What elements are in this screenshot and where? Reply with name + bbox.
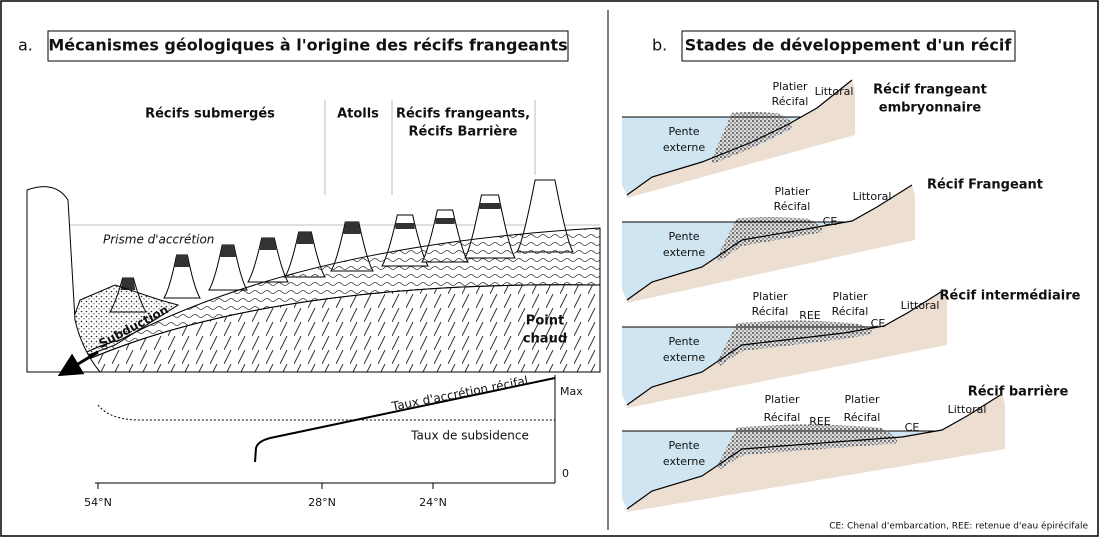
stage-label: CE [823,215,838,228]
water [622,327,879,405]
reef [712,112,792,164]
accretion-curve [254,377,556,463]
stage-label: Littoral [853,190,892,203]
continent [26,186,102,373]
stage-label: Platier [774,185,810,198]
zone-label: Récifs frangeants, [396,107,530,122]
stage-label: Littoral [815,85,854,98]
subsidence-curve [97,404,555,421]
panel-label: a. [18,36,33,55]
water [622,431,937,509]
x-tick-label: 28°N [308,496,336,509]
stage-label: externe [663,141,705,154]
subduction-arrow [57,350,99,377]
panel-title: Mécanismes géologiques à l'origine des r… [48,36,567,55]
x-tick-label: 24°N [419,496,447,509]
stage-label: Platier [844,393,880,406]
land [627,80,855,198]
stage-label: Platier [764,393,800,406]
panel-title: Stades de développement d'un récif [685,36,1013,55]
panel-label: b. [652,36,667,55]
stage-name: Récif intermédiaire [940,289,1081,304]
reef [717,424,897,470]
stage-label: Récifal [844,411,881,424]
stage-label: Pente [668,335,699,348]
stage-label: Récifal [772,95,809,108]
reef-cap [120,278,136,290]
footnote: CE: Chenal d'embarcation, REE: retenue d… [829,521,1088,532]
reef-cap [435,218,455,224]
seafloor [626,393,1003,510]
stage-label: Platier [772,80,808,93]
stage-label: Pente [668,125,699,138]
reef [717,320,872,366]
stage-name: Récif barrière [968,385,1069,400]
seafloor [626,79,853,196]
land [627,290,947,408]
reef-cap [343,222,361,234]
x-tick-label: 54°N [84,496,112,509]
stage-label: Platier [832,290,868,303]
zone-label: Récifs submergés [145,107,275,122]
stage-label: externe [663,246,705,259]
stage-label: CE [871,317,886,330]
title-box [47,30,569,62]
zone-label: Atolls [337,107,379,122]
stage-label: externe [663,455,705,468]
stage-name: Récif Frangeant [927,178,1043,193]
stage-label: Pente [668,230,699,243]
zone-separators [60,100,600,226]
seafloor [626,184,913,301]
stage-label: REE [799,309,821,322]
land [627,394,1005,512]
stage-label: Récifal [832,305,869,318]
reef-cap [479,203,501,209]
prism-label: Prisme d'accrétion [103,233,214,247]
title-box [681,30,1016,62]
hotspot-label: chaud [523,332,567,347]
zero-label: 0 [562,467,569,480]
accretion-label: Taux d'accrétion récifal [390,373,530,413]
max-label: Max [560,385,583,398]
reef-cap [296,232,314,244]
seafloor [626,289,945,406]
stage-label: Littoral [948,403,987,416]
stage-label: externe [663,351,705,364]
reef [717,217,822,263]
stage-label: Pente [668,439,699,452]
reef-cap [174,255,190,267]
stage-name: embryonnaire [879,101,982,116]
reef-cap [259,238,277,250]
reef-cap [220,245,236,257]
stages: Récif frangeant embryonnaire Platier Récifa… [622,79,1081,512]
stage-label: Récifal [764,411,801,424]
land [627,185,915,303]
stage-name: Récif frangeant [873,83,987,98]
stage-label: Littoral [901,299,940,312]
stage-label: CE [905,421,920,434]
stage-label: Récifal [774,200,811,213]
x-ticks: 54°N 28°N 24°N [84,483,447,509]
zone-label: Récifs Barrière [409,125,518,140]
stage-label: Récifal [752,305,789,318]
hotspot-label: Point [526,314,564,329]
reef-cap [395,223,415,229]
stage-label: REE [809,415,831,428]
subsidence-label: Taux de subsidence [410,429,529,443]
stage-label: Platier [752,290,788,303]
water [622,222,847,300]
